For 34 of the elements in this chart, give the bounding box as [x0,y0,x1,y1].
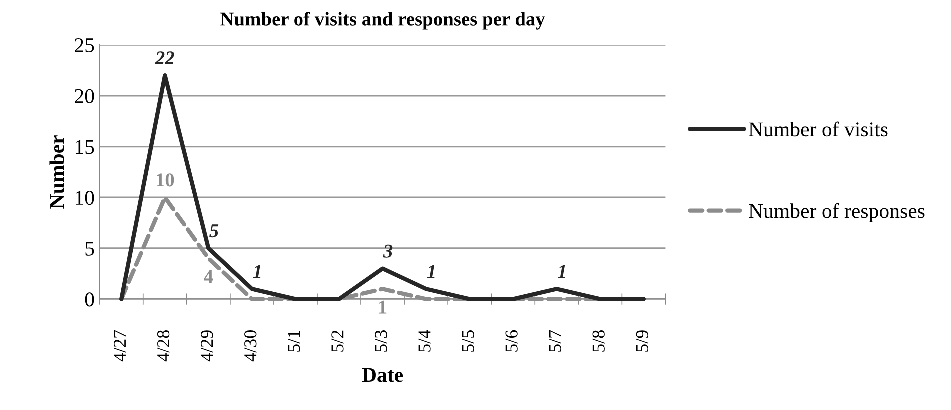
y-tick-label: 25 [75,38,94,53]
data-label: 3 [383,244,393,258]
x-tick-label: 5/1 [288,330,300,352]
x-tick-label: 5/7 [549,330,562,352]
y-tick-label: 10 [76,190,94,206]
y-tick-label: 15 [76,140,94,154]
x-tick-label: 4/28 [157,330,170,362]
x-tick-label: 5/5 [462,330,474,352]
x-tick-label: 5/2 [332,330,344,352]
legend-label: Number of responses [749,203,925,223]
y-tick-label: 20 [75,89,94,104]
x-tick-label: 5/3 [375,330,388,352]
data-label: 5 [210,224,219,238]
chart-title: Number of visits and responses per day [220,12,546,30]
x-tick-label: 5/9 [636,330,648,352]
y-tick-label: 0 [85,292,94,307]
x-axis-title: Date [362,368,404,382]
data-label: 4 [204,270,214,284]
x-tick-label: 4/27 [114,330,126,362]
x-tick-label: 4/29 [201,330,214,362]
data-label: 1 [253,265,261,278]
y-axis-title: Number [50,136,64,209]
data-label: 10 [156,174,174,187]
data-label: 1 [427,265,435,278]
x-tick-label: 5/6 [506,330,518,352]
x-tick-label: 5/4 [418,330,431,352]
data-label: 1 [558,265,566,278]
data-label: 1 [379,300,387,314]
x-tick-label: 4/30 [244,330,257,362]
y-tick-label: 5 [86,242,94,256]
data-label: 22 [155,52,174,65]
line-series [120,74,646,302]
legend-label: Number of visits [749,122,888,137]
x-tick-label: 5/8 [592,330,605,352]
